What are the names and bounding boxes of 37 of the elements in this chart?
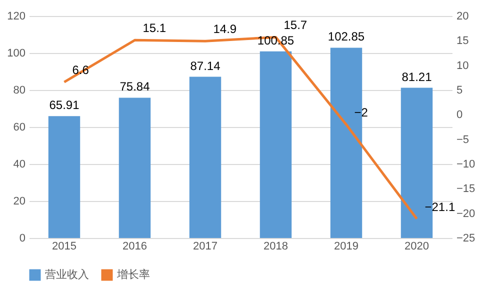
- y2-tick-label: −20: [456, 208, 476, 220]
- data-label: 102.85: [328, 30, 365, 44]
- data-label: 15.1: [142, 21, 166, 36]
- y2-tick-label: 0: [456, 109, 463, 122]
- y-tick-label: 0: [19, 232, 26, 244]
- x-tick-label: 2016: [122, 240, 147, 252]
- y-tick-label: 60: [13, 122, 26, 134]
- y2-tick-label: 10: [456, 60, 469, 72]
- y2-tick-label: 20: [456, 10, 469, 22]
- bar: [189, 76, 222, 238]
- y2-tick-label: −5: [456, 134, 470, 146]
- x-tick-label: 2018: [264, 240, 288, 252]
- y-tick-label: 80: [13, 84, 26, 96]
- y-tick-label: 120: [7, 10, 26, 22]
- y-tick-label: 100: [7, 48, 26, 60]
- y2-tick-label: 5: [456, 84, 463, 96]
- bar: [48, 116, 80, 238]
- legend-label: 营业收入: [45, 268, 89, 281]
- data-label: 15.7: [284, 18, 308, 32]
- y2-tick-label: 15: [456, 35, 469, 48]
- y2-tick-label: −15: [456, 183, 476, 196]
- data-label: 14.9: [213, 22, 237, 36]
- data-label: 65.91: [49, 98, 80, 112]
- y-tick-label: 20: [13, 196, 26, 208]
- y-tick-label: 40: [13, 158, 26, 170]
- data-label: 75.84: [120, 80, 150, 94]
- x-tick-label: 2019: [334, 240, 358, 252]
- bar: [260, 51, 292, 238]
- legend-label: 增长率: [116, 268, 150, 281]
- data-label: 87.14: [190, 58, 221, 73]
- data-label: 81.21: [402, 70, 432, 84]
- x-tick-label: 2015: [52, 240, 76, 252]
- y2-tick-label: −25: [456, 232, 476, 244]
- x-tick-label: 2017: [193, 240, 218, 252]
- bar: [118, 98, 151, 238]
- y2-tick-label: −10: [456, 158, 476, 170]
- x-tick-label: 2020: [404, 240, 429, 252]
